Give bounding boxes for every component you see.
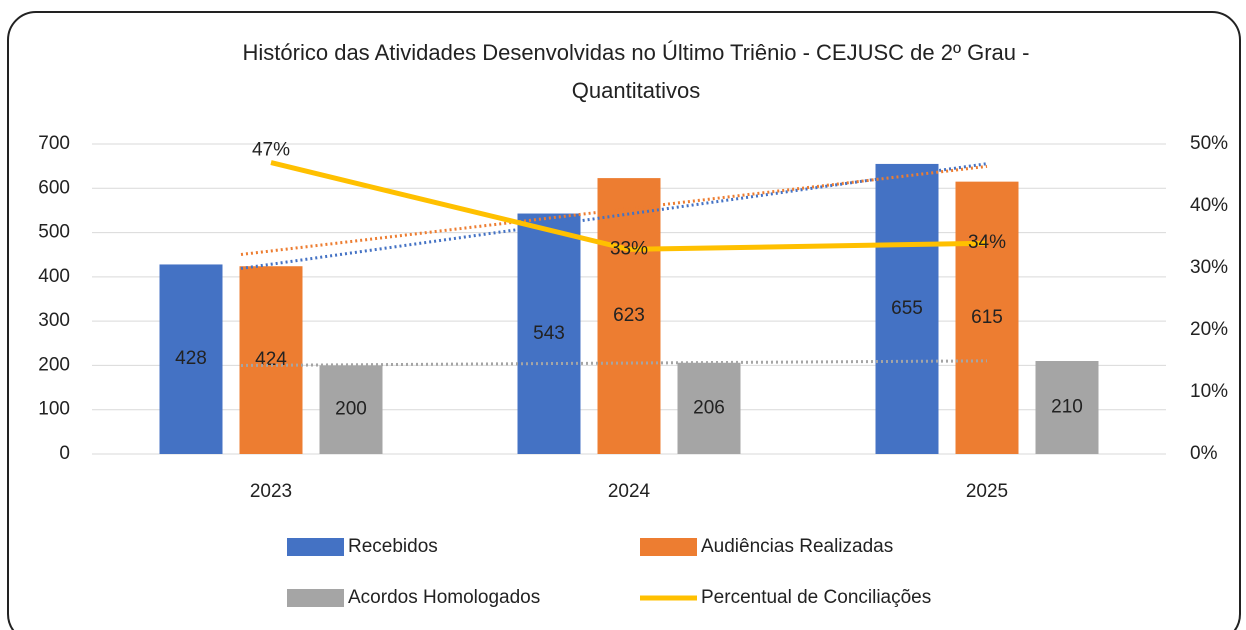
y2-tick-label: 20%: [1190, 319, 1228, 340]
legend-label: Acordos Homologados: [348, 587, 540, 608]
x-tick-label: 2025: [966, 481, 1008, 502]
data-label: 210: [1051, 397, 1083, 418]
y2-tick-label: 50%: [1190, 133, 1228, 154]
y-tick-label: 700: [38, 133, 70, 154]
bar: [517, 213, 581, 454]
data-label: 655: [891, 298, 923, 319]
bar: [955, 181, 1019, 454]
line-series: [270, 160, 988, 252]
chart-title: Quantitativos: [572, 78, 700, 103]
data-label: 200: [335, 399, 367, 420]
y-tick-label: 500: [38, 222, 70, 243]
y2-tick-label: 0%: [1190, 443, 1218, 464]
data-label: 33%: [610, 238, 648, 259]
data-label: 615: [971, 307, 1003, 328]
trendline: [240, 162, 988, 270]
legend-label: Percentual de Conciliações: [701, 587, 931, 608]
data-label: 206: [693, 397, 725, 418]
bar: [1035, 361, 1099, 454]
y-tick-label: 200: [38, 354, 70, 375]
legend-swatch: [287, 538, 344, 556]
data-label: 623: [613, 305, 645, 326]
bar: [159, 264, 223, 454]
legend-label: Audiências Realizadas: [701, 536, 893, 557]
bar: [875, 163, 939, 454]
y-tick-label: 300: [38, 310, 70, 331]
trendline: [240, 359, 988, 367]
bar: [677, 362, 741, 454]
x-tick-label: 2024: [608, 481, 651, 502]
data-label: 428: [175, 348, 207, 369]
bar: [239, 266, 303, 454]
x-tick-label: 2023: [250, 481, 292, 502]
y-tick-label: 100: [38, 399, 70, 420]
data-label: 34%: [968, 232, 1006, 253]
legend-label: Recebidos: [348, 536, 438, 557]
trendline: [240, 164, 988, 256]
y-tick-label: 0: [59, 443, 70, 464]
chart-title: Histórico das Atividades Desenvolvidas n…: [243, 40, 1030, 65]
data-label: 424: [255, 349, 287, 370]
legend-swatch: [287, 589, 344, 607]
data-label: 543: [533, 323, 565, 344]
y2-tick-label: 30%: [1190, 257, 1228, 278]
legend-swatch: [640, 538, 697, 556]
bar: [319, 365, 383, 454]
y2-tick-label: 40%: [1190, 195, 1228, 216]
bar: [597, 178, 661, 454]
data-label: 47%: [252, 140, 290, 161]
y2-tick-label: 10%: [1190, 381, 1228, 402]
y-tick-label: 600: [38, 177, 70, 198]
y-tick-label: 400: [38, 266, 70, 287]
